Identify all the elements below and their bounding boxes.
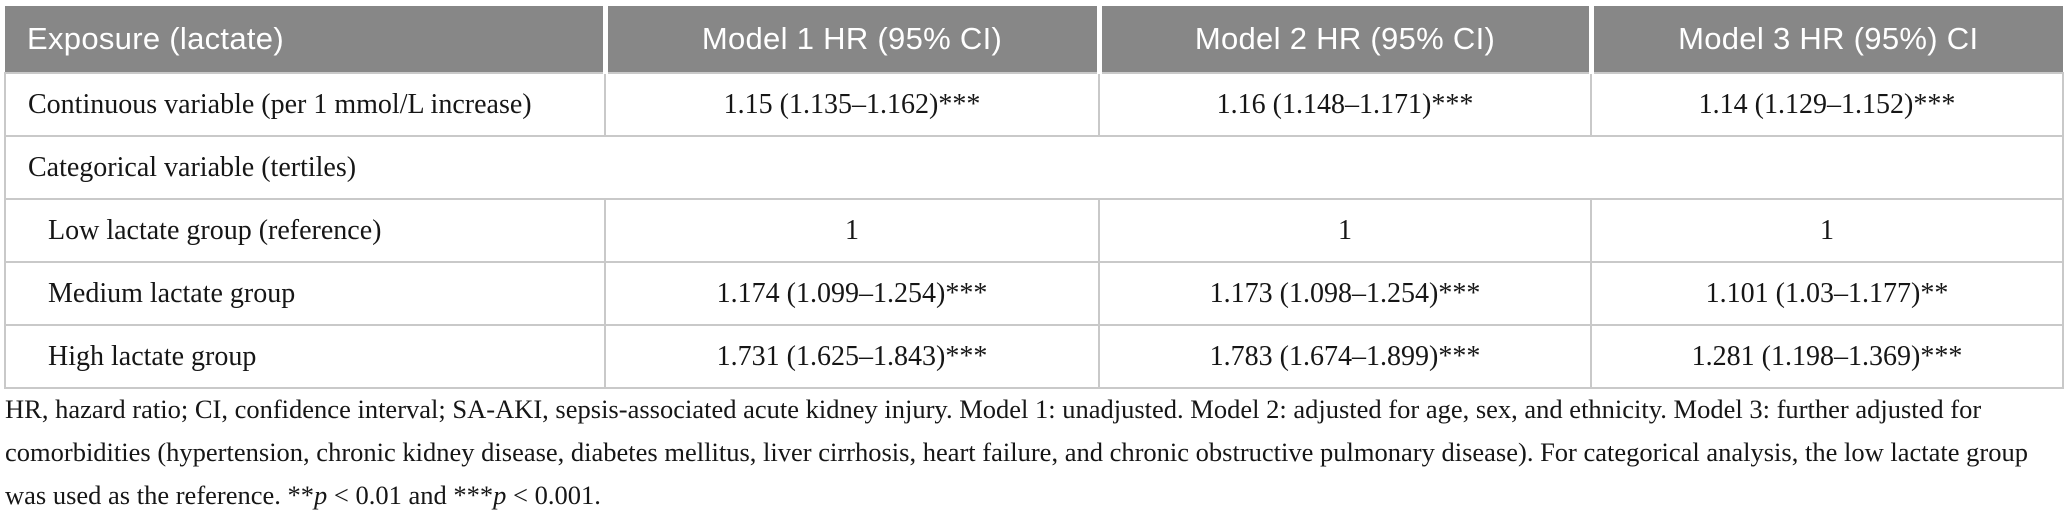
table-cell: 1.173 (1.098–1.254)*** [1098, 261, 1592, 326]
footnote-significance-2stars: ** [287, 480, 315, 510]
table-cell: 1.281 (1.198–1.369)*** [1590, 324, 2064, 389]
row-label: Medium lactate group [4, 261, 606, 326]
row-label: Continuous variable (per 1 mmol/L increa… [4, 72, 606, 137]
table-footnote: HR, hazard ratio; CI, confidence interva… [5, 388, 2061, 511]
header-model-3: Model 3 HR (95%) CI [1588, 6, 2063, 73]
header-row: Exposure (lactate) Model 1 HR (95% CI) M… [5, 6, 2063, 73]
table-cell: 1 [1590, 198, 2064, 263]
header-model-1: Model 1 HR (95% CI) [602, 6, 1099, 73]
hazard-ratio-table: Exposure (lactate) Model 1 HR (95% CI) M… [4, 6, 2064, 389]
footnote-p-italic: p [314, 480, 328, 510]
footnote-p-italic: p [493, 480, 507, 510]
footnote-text: < 0.001. [506, 480, 601, 510]
header-exposure: Exposure (lactate) [5, 6, 605, 73]
table-body: Continuous variable (per 1 mmol/L increa… [4, 72, 2064, 389]
table-cell: 1.783 (1.674–1.899)*** [1098, 324, 1592, 389]
table-row-medium: Medium lactate group 1.174 (1.099–1.254)… [4, 261, 2064, 326]
table-cell: 1.16 (1.148–1.171)*** [1098, 72, 1592, 137]
table-cell: 1.15 (1.135–1.162)*** [604, 72, 1100, 137]
table-cell: 1.101 (1.03–1.177)** [1590, 261, 2064, 326]
row-label: Low lactate group (reference) [4, 198, 606, 263]
table-row-low: Low lactate group (reference) 1 1 1 [4, 198, 2064, 263]
header-model-2: Model 2 HR (95% CI) [1096, 6, 1591, 73]
table-cell: 1.731 (1.625–1.843)*** [604, 324, 1100, 389]
table-cell: 1.14 (1.129–1.152)*** [1590, 72, 2064, 137]
footnote-text: < 0.01 and [327, 480, 454, 510]
table-row-high: High lactate group 1.731 (1.625–1.843)**… [4, 324, 2064, 389]
table-cell: 1 [1098, 198, 1592, 263]
table-row-continuous: Continuous variable (per 1 mmol/L increa… [4, 72, 2064, 137]
footnote-text: HR, hazard ratio; CI, confidence interva… [5, 394, 2028, 510]
table-cell: 1 [604, 198, 1100, 263]
row-label: Categorical variable (tertiles) [4, 135, 2064, 200]
table-header: Exposure (lactate) Model 1 HR (95% CI) M… [5, 6, 2063, 73]
row-label: High lactate group [4, 324, 606, 389]
table-cell: 1.174 (1.099–1.254)*** [604, 261, 1100, 326]
table-row-categorical-header: Categorical variable (tertiles) [4, 135, 2064, 200]
footnote-significance-3stars: *** [453, 480, 494, 510]
